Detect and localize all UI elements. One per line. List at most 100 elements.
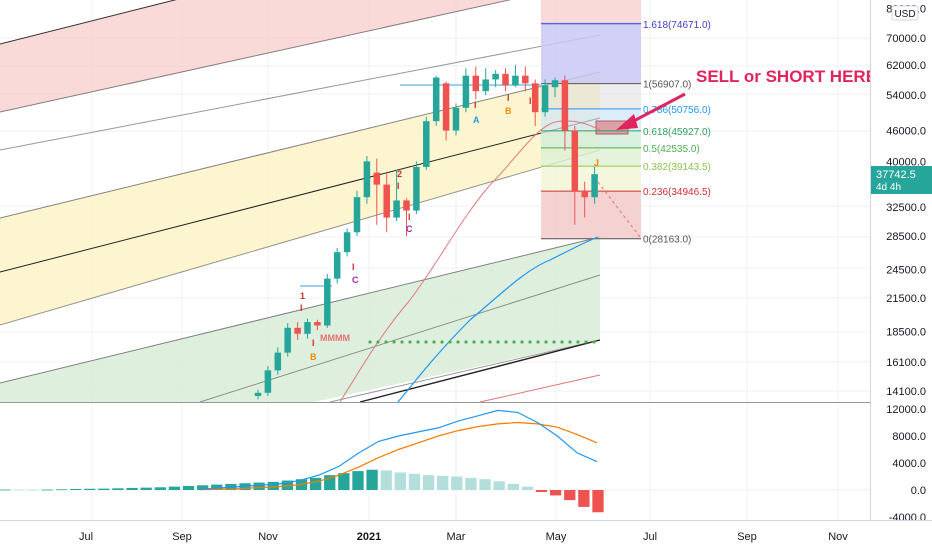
- support-dot: [384, 340, 388, 344]
- wave-label-a: A: [473, 115, 480, 125]
- support-dot: [440, 340, 444, 344]
- macd-bar: [154, 487, 166, 490]
- wave-label-i5: I: [507, 93, 510, 103]
- wave-label-i6: I: [529, 96, 532, 106]
- candle-body: [254, 392, 262, 396]
- fib-zone-1618: [541, 22, 641, 83]
- fib-zone-05-0382: [541, 148, 641, 165]
- macd-bar: [0, 489, 11, 491]
- currency-label: USD: [894, 9, 915, 20]
- macd-tick: 12000.0: [886, 404, 926, 416]
- time-tick: Jul: [79, 531, 93, 543]
- wave-label-1: 1: [300, 291, 305, 301]
- price-tick: 21500.0: [886, 293, 926, 305]
- sell-annotation-text: SELL or SHORT HERE!!!: [696, 67, 894, 86]
- macd-bar: [140, 487, 152, 490]
- support-dot: [552, 340, 556, 344]
- macd-bar: [479, 479, 491, 490]
- wave-label-i4: I: [474, 100, 477, 110]
- wave-label-2: 2: [397, 169, 402, 179]
- candle-body: [462, 75, 470, 108]
- channel-line-2: [0, 34, 601, 151]
- wave-label-b1: B: [310, 352, 317, 362]
- currency-badge[interactable]: [891, 5, 919, 21]
- fib-lines: 1.618(74671.0) 1(56907.0) 0.786(50756.0) 0.…: [541, 20, 711, 246]
- macd-bar: [69, 488, 82, 490]
- candle-body: [551, 80, 559, 88]
- channel-line-1: [0, 0, 512, 113]
- time-tick: Nov: [258, 531, 278, 543]
- macd-bar: [324, 475, 336, 490]
- macd-ticks: 12000.0 8000.0 4000.0 0.0 -4000.0: [886, 404, 926, 524]
- macd-bar: [564, 490, 576, 501]
- time-axis: Jul Sep Nov 2021 Mar May Jul Sep Nov: [0, 520, 932, 543]
- time-tick: Nov: [828, 531, 848, 543]
- fib-label: 0.382(39143.5): [643, 162, 711, 173]
- macd-bar: [98, 488, 110, 490]
- candle-body: [324, 278, 331, 326]
- support-dot: [400, 340, 404, 344]
- support-dot: [576, 340, 580, 344]
- support-dot: [504, 340, 508, 344]
- time-tick: Sep: [737, 531, 757, 543]
- fib-label: 0.786(50756.0): [643, 105, 711, 116]
- macd-tick: 0.0: [911, 485, 926, 497]
- candle-body: [472, 75, 480, 92]
- time-tick: Mar: [447, 531, 466, 543]
- yellow-channel-band: [0, 72, 600, 325]
- fib-zone-1-0786: [541, 83, 641, 109]
- macd-histogram: [0, 469, 604, 513]
- candle-body: [383, 184, 390, 218]
- fib-zone-0618-05: [541, 131, 641, 148]
- wave-label-2-bar: I: [397, 181, 400, 191]
- price-tick: 40000.0: [886, 156, 926, 168]
- time-tick: Sep: [172, 531, 192, 543]
- candle-body: [274, 352, 282, 371]
- median-line: [0, 117, 601, 273]
- macd-bar: [507, 483, 519, 490]
- red-channel-line-top: [0, 0, 177, 45]
- macd-bar: [578, 490, 590, 507]
- candles: [254, 64, 598, 400]
- candle-body: [512, 75, 519, 86]
- candle-body: [541, 85, 549, 113]
- support-dot: [528, 340, 532, 344]
- price-tick: 18500.0: [886, 326, 926, 338]
- price-tick: 70000.0: [886, 33, 926, 45]
- support-dot: [432, 340, 436, 344]
- support-dot: [512, 340, 516, 344]
- support-dot: [584, 340, 588, 344]
- fib-label: 0(28163.0): [643, 235, 691, 246]
- fib-zone-top-ext: [541, 0, 641, 22]
- sell-annotation: SELL or SHORT HERE!!!: [616, 67, 894, 130]
- macd-bar: [338, 473, 350, 490]
- wave-label-mmmm: MMMM: [320, 333, 350, 343]
- support-dot: [472, 340, 476, 344]
- macd-bar: [309, 477, 322, 490]
- fib-label: 0.5(42535.0): [643, 144, 700, 155]
- macd-line: [199, 409, 598, 490]
- channel-line-5: [0, 236, 601, 384]
- fib-label: 0.618(45927.0): [643, 127, 711, 138]
- macd-bar: [27, 489, 39, 491]
- candle-body: [413, 166, 420, 211]
- green-dotted-support: [368, 340, 596, 344]
- support-dot: [544, 340, 548, 344]
- macd-signal-line: [199, 421, 598, 491]
- candle-body: [442, 83, 450, 131]
- last-price-tag: [871, 166, 932, 194]
- price-axis-bg: [870, 0, 932, 550]
- macd-bar: [535, 490, 548, 493]
- candle-body: [452, 107, 460, 131]
- candle-body: [314, 322, 321, 326]
- wave-label-c1: C: [352, 275, 359, 285]
- macd-tick: 8000.0: [892, 431, 926, 443]
- candle-body: [423, 121, 430, 167]
- candle-body: [531, 83, 539, 113]
- ma-red: [339, 120, 601, 402]
- candle-body: [304, 322, 311, 334]
- macd-tick: 4000.0: [892, 458, 926, 470]
- green-channel-band: [0, 237, 600, 402]
- support-dot: [592, 340, 596, 344]
- price-tick: 16100.0: [886, 357, 926, 369]
